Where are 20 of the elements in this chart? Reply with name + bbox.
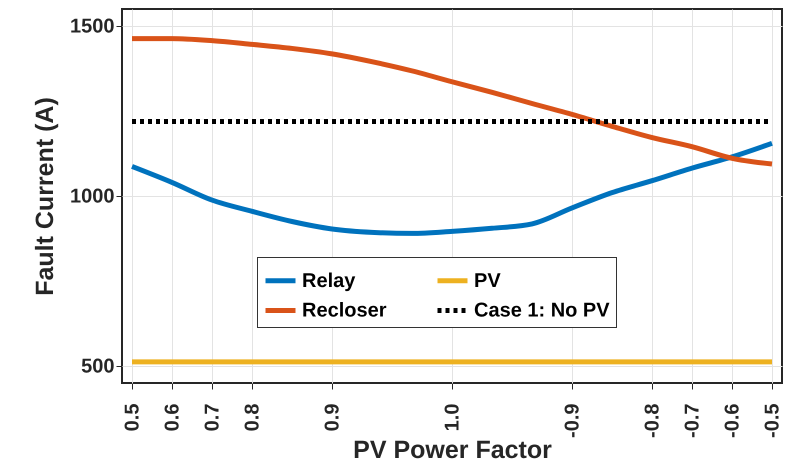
x-tick-label: -0.8	[642, 404, 664, 438]
x-tick-label: 0.7	[202, 404, 224, 432]
y-tick-label: 500	[81, 356, 114, 378]
y-axis-title: Fault Current (A)	[31, 97, 60, 296]
x-tick-label: -0.5	[762, 404, 784, 438]
y-tick-label: 1000	[70, 186, 114, 208]
x-tick-label: -0.7	[682, 404, 704, 438]
legend-label: Recloser	[302, 300, 387, 322]
legend-label: PV	[474, 270, 502, 292]
x-axis-title: PV Power Factor	[353, 436, 552, 463]
legend-label: Relay	[302, 270, 356, 292]
x-tick-label: 0.9	[322, 404, 344, 432]
x-tick-label: 0.5	[122, 404, 144, 432]
x-tick-label: 0.6	[162, 404, 184, 432]
x-tick-label: -0.6	[722, 404, 744, 438]
x-tick-label: -0.9	[562, 404, 584, 438]
legend-label: Case 1: No PV	[474, 300, 610, 322]
x-tick-label: 0.8	[242, 404, 264, 432]
y-tick-label: 1500	[70, 16, 114, 38]
x-tick-label: 1.0	[442, 404, 464, 432]
